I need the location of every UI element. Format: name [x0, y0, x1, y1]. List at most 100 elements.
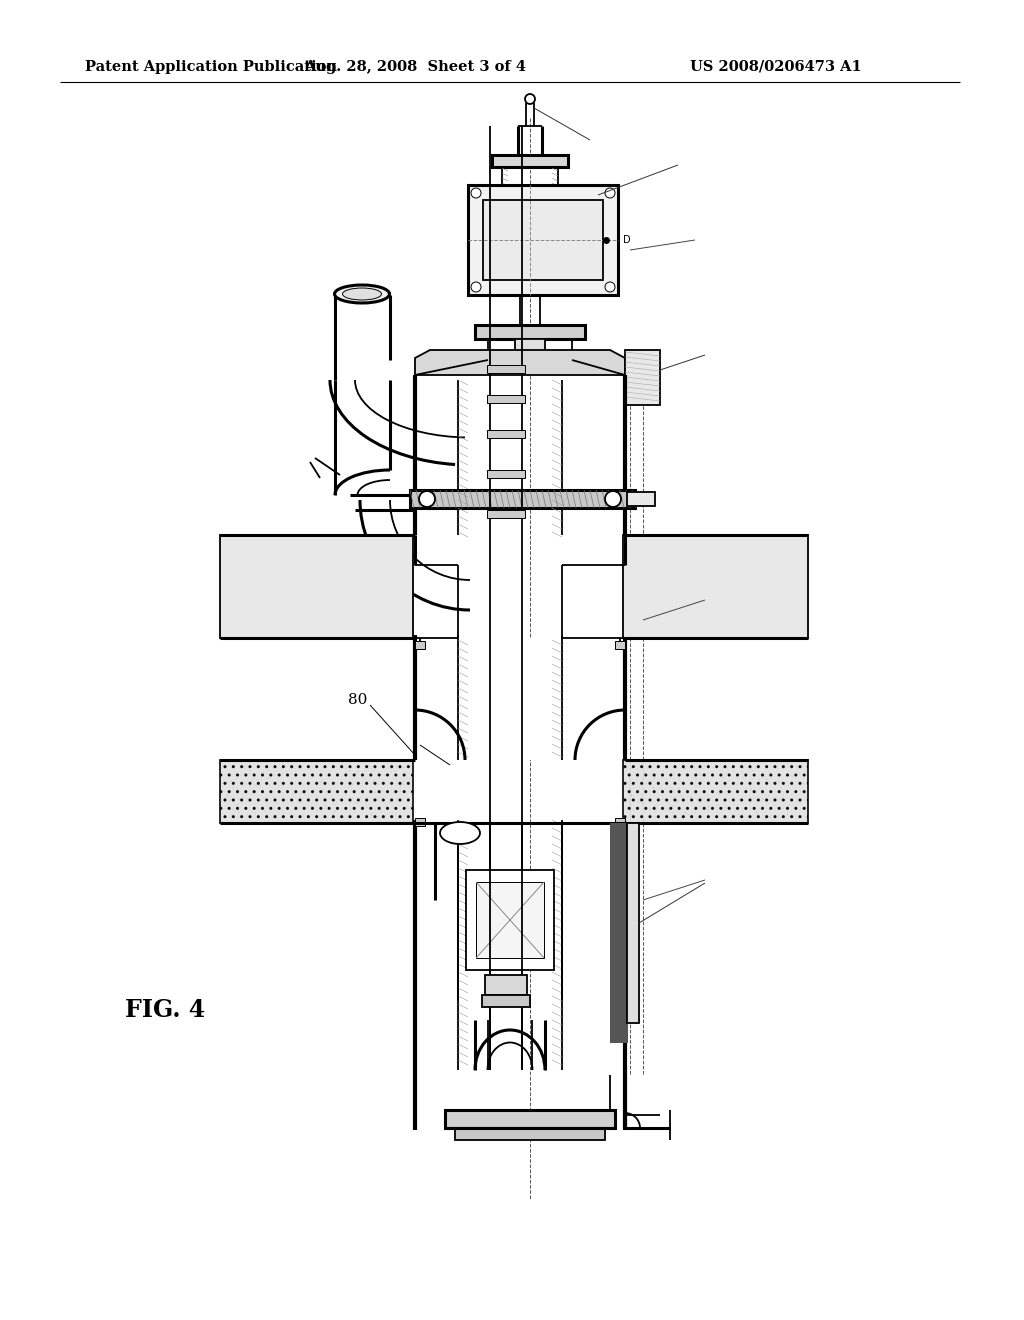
Point [759, 609, 775, 630]
Point [243, 595, 259, 616]
Bar [623, 535, 808, 638]
Point [677, 758, 693, 779]
Point [362, 803, 379, 824]
Point [354, 803, 371, 824]
Point [781, 570, 798, 591]
Bar [415, 638, 458, 760]
Point [312, 771, 329, 792]
Point [711, 780, 727, 801]
Point [715, 767, 731, 788]
Point [689, 605, 706, 626]
Point [623, 550, 639, 572]
Point [705, 572, 721, 593]
Point [232, 579, 249, 601]
Point [771, 771, 787, 792]
Point [294, 781, 310, 803]
Point [622, 785, 638, 807]
Point [358, 796, 375, 817]
Point [369, 797, 385, 818]
Circle shape [605, 282, 615, 292]
Point [639, 758, 655, 779]
Point [767, 574, 783, 595]
Point [684, 532, 700, 553]
Point [330, 595, 346, 616]
Point [378, 587, 394, 609]
Point [365, 788, 381, 809]
Point [349, 618, 366, 639]
Point [696, 755, 713, 776]
Point [680, 562, 696, 583]
Point [683, 533, 699, 554]
Point [770, 583, 786, 605]
Point [659, 565, 676, 586]
Point [228, 611, 245, 632]
Point [385, 768, 401, 789]
Point [326, 788, 342, 809]
Point [238, 556, 254, 577]
Point [334, 546, 350, 568]
Point [741, 805, 758, 826]
Point [381, 792, 397, 813]
Bar [466, 870, 554, 970]
Point [279, 620, 295, 642]
Point [630, 767, 646, 788]
Point [335, 572, 351, 593]
Point [333, 599, 349, 620]
Point [641, 569, 657, 590]
Point [687, 801, 703, 822]
Point [223, 552, 240, 573]
Point [667, 540, 683, 561]
Point [274, 783, 291, 804]
Point [374, 779, 390, 800]
Point [631, 779, 647, 800]
Point [751, 579, 767, 601]
Point [630, 791, 646, 812]
Point [323, 622, 339, 643]
Point [746, 593, 763, 614]
Point [682, 537, 698, 558]
Point [738, 780, 755, 801]
Point [273, 589, 290, 610]
Bar [458, 638, 562, 760]
Point [266, 760, 283, 781]
Point [342, 759, 358, 780]
Point [272, 568, 289, 589]
Point [362, 553, 379, 574]
Point [312, 780, 329, 801]
Point [258, 535, 274, 556]
Point [736, 550, 753, 572]
Point [663, 615, 679, 636]
Point [389, 800, 406, 821]
Point [728, 601, 744, 622]
Point [357, 793, 374, 814]
Point [651, 546, 668, 568]
Point [310, 540, 327, 561]
Point [689, 535, 706, 556]
Point [343, 536, 359, 557]
Point [383, 570, 399, 591]
Point [664, 553, 680, 574]
Point [339, 807, 355, 828]
Point [645, 768, 662, 789]
Point [261, 801, 278, 822]
Point [380, 572, 396, 593]
Point [774, 787, 791, 808]
Point [248, 774, 264, 795]
Point [663, 597, 679, 618]
Point [764, 771, 780, 792]
Point [253, 531, 269, 552]
Point [632, 595, 648, 616]
Point [782, 615, 799, 636]
Point [381, 603, 397, 624]
Point [285, 783, 301, 804]
Point [758, 768, 774, 789]
Point [765, 561, 781, 582]
Point [391, 586, 408, 607]
Point [244, 768, 260, 789]
Point [768, 552, 784, 573]
Point [691, 770, 708, 791]
Point [646, 619, 663, 640]
Point [688, 788, 705, 809]
Point [651, 777, 668, 799]
Point [671, 620, 687, 642]
